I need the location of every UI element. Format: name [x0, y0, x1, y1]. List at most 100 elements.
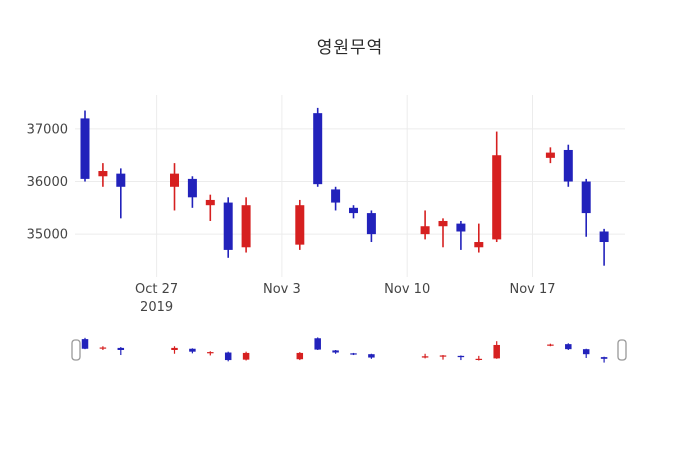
mini-candle[interactable] — [171, 346, 178, 354]
x-tick-label: Nov 3 — [263, 282, 301, 297]
candle-body — [474, 242, 484, 248]
candle-body — [295, 205, 305, 245]
x-tick-label: Oct 27 — [135, 282, 178, 297]
range-slider-track[interactable] — [75, 333, 625, 367]
candle-body — [205, 199, 215, 206]
chart-title: 영원무역 — [316, 38, 384, 58]
candle[interactable] — [474, 223, 484, 253]
mini-candle-body — [207, 352, 214, 354]
mini-candle-body — [171, 347, 178, 350]
candle[interactable] — [187, 176, 197, 208]
range-slider-right-handle[interactable] — [617, 339, 627, 361]
candle-body — [187, 178, 197, 198]
candle[interactable] — [116, 168, 126, 219]
mini-candle-body — [189, 348, 196, 352]
candle[interactable] — [295, 199, 305, 250]
y-tick-label: 36000 — [27, 175, 68, 190]
candle-body — [349, 207, 358, 214]
candle[interactable] — [456, 220, 466, 250]
candle-body — [581, 181, 591, 214]
mini-candle[interactable] — [189, 348, 196, 354]
candle-body — [331, 189, 341, 203]
candle-body — [366, 213, 376, 235]
candle[interactable] — [205, 194, 215, 221]
candle[interactable] — [563, 144, 573, 187]
mini-candle[interactable] — [332, 350, 339, 354]
mini-candle-body — [368, 354, 375, 358]
candle-body — [599, 231, 609, 243]
mini-candle-body — [600, 357, 608, 359]
candle-body — [313, 113, 323, 185]
mini-candle[interactable] — [207, 351, 214, 356]
candle[interactable] — [98, 163, 108, 187]
candle[interactable] — [313, 107, 323, 187]
candle[interactable] — [241, 197, 251, 253]
candle-body — [116, 173, 126, 187]
mini-candle-body — [224, 352, 232, 361]
candle[interactable] — [545, 147, 555, 164]
mini-candle-body — [350, 353, 357, 355]
mini-candle[interactable] — [600, 356, 608, 363]
candle[interactable] — [223, 197, 233, 258]
mini-candle-body — [582, 349, 590, 355]
candle[interactable] — [581, 178, 591, 237]
mini-candle[interactable] — [439, 355, 447, 360]
mini-candle[interactable] — [296, 352, 304, 361]
candle-body — [223, 202, 233, 250]
mini-candle-body — [99, 347, 107, 349]
candle-body — [563, 149, 573, 182]
mini-candle-body — [332, 350, 339, 353]
mini-candle[interactable] — [99, 346, 107, 350]
candle-body — [170, 173, 179, 187]
candle-body — [420, 226, 430, 235]
candle-body — [492, 155, 502, 240]
mini-candle[interactable] — [421, 353, 429, 359]
candle[interactable] — [599, 228, 609, 266]
candle[interactable] — [366, 210, 376, 243]
mini-candle-body — [314, 338, 321, 350]
mini-candle[interactable] — [117, 347, 125, 356]
candle[interactable] — [420, 210, 430, 240]
mini-candle-body — [117, 347, 125, 350]
mini-candle[interactable] — [224, 351, 232, 362]
mini-candle[interactable] — [493, 341, 500, 359]
x-tick-label: Nov 10 — [384, 282, 430, 297]
x-tick-label: Nov 17 — [509, 282, 555, 297]
mini-candle[interactable] — [81, 337, 89, 350]
candle-body — [98, 171, 108, 177]
candle[interactable] — [331, 186, 341, 211]
main-plot-area[interactable] — [75, 93, 625, 278]
candle-body — [438, 220, 448, 227]
mini-candle-body — [439, 355, 447, 357]
mini-candle[interactable] — [314, 337, 321, 350]
mini-candle[interactable] — [242, 351, 250, 361]
candle[interactable] — [170, 163, 179, 211]
candle-body — [241, 205, 251, 248]
mini-candle-body — [296, 352, 304, 360]
mini-candle-body — [565, 344, 572, 350]
mini-candle-body — [81, 339, 89, 349]
mini-candle-body — [421, 356, 429, 358]
mini-candle[interactable] — [457, 355, 465, 361]
mini-candle[interactable] — [565, 343, 572, 350]
candle[interactable] — [349, 205, 358, 219]
mini-candle[interactable] — [547, 343, 554, 347]
range-slider-left-handle[interactable] — [71, 339, 81, 361]
mini-candle[interactable] — [475, 355, 483, 361]
mini-candle-body — [547, 344, 554, 346]
candle[interactable] — [492, 131, 502, 243]
mini-candle-body — [475, 358, 483, 361]
candle-body — [545, 152, 555, 158]
mini-candle-body — [457, 355, 465, 358]
mini-candle[interactable] — [368, 353, 375, 359]
candle-body — [80, 118, 90, 179]
candle[interactable] — [80, 110, 90, 182]
mini-candle[interactable] — [350, 352, 357, 356]
x-tick-sublabel: 2019 — [140, 300, 173, 315]
mini-candle[interactable] — [582, 348, 590, 358]
mini-candle-body — [242, 352, 250, 360]
y-tick-label: 37000 — [27, 122, 68, 137]
candle[interactable] — [438, 218, 448, 248]
